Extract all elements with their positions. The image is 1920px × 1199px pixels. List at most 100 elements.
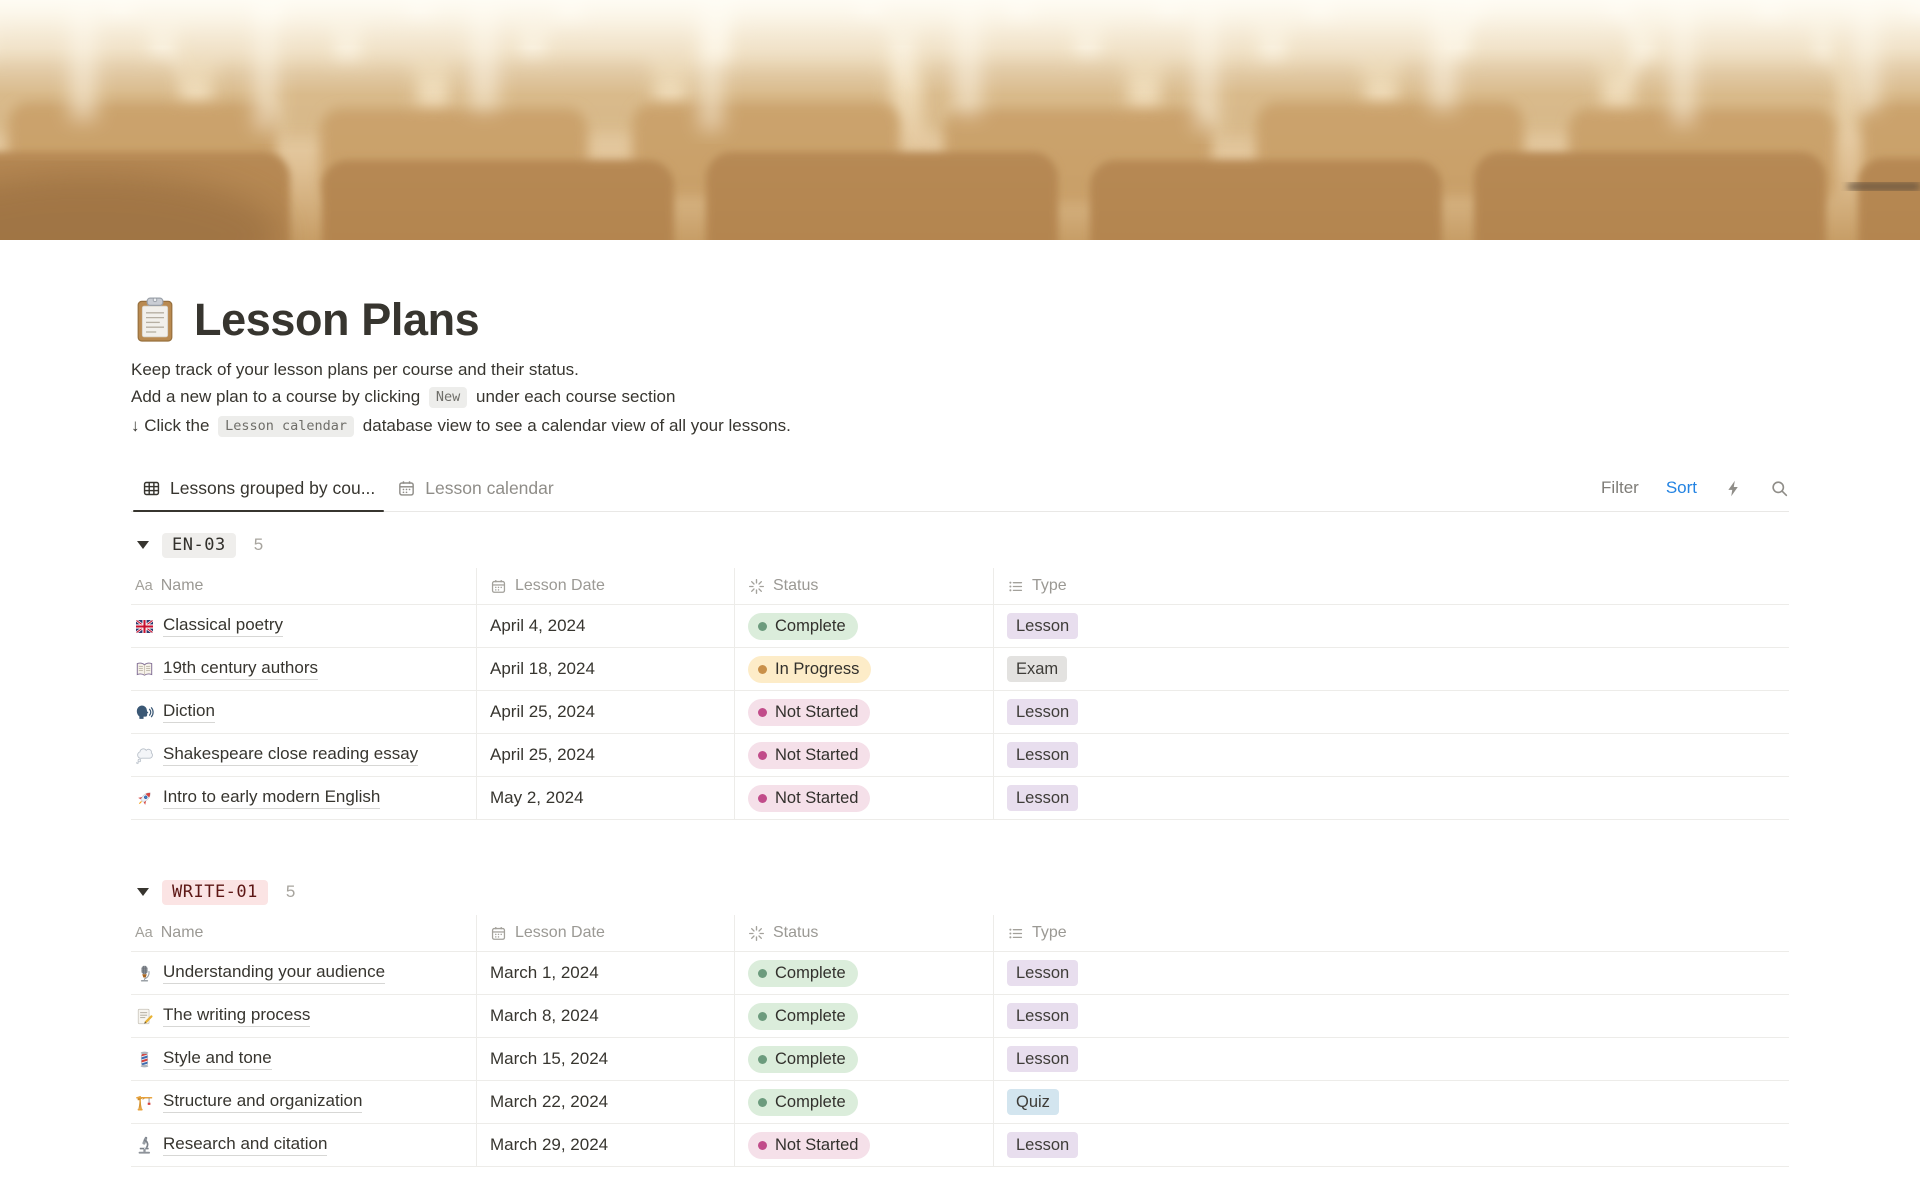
name-cell[interactable]: Understanding your audience	[131, 952, 477, 994]
view-toolbar: Lessons grouped by cou... Lesson calendar…	[131, 465, 1789, 512]
lesson-page-link[interactable]: Diction	[163, 701, 215, 723]
status-dot-icon	[758, 1011, 767, 1021]
lesson-date-cell[interactable]: April 25, 2024	[477, 691, 735, 733]
group-toggle-button[interactable]	[131, 888, 155, 896]
inline-code-chip: New	[428, 387, 468, 408]
table-row[interactable]: 19th century authors April 18, 2024 In Pro…	[131, 648, 1789, 691]
column-header-name[interactable]: Aa Name	[131, 915, 477, 951]
type-badge: Lesson	[1007, 699, 1079, 725]
column-header-status[interactable]: Status	[735, 568, 994, 604]
type-cell[interactable]: Lesson	[994, 1038, 1789, 1080]
lesson-page-link[interactable]: 19th century authors	[163, 658, 318, 680]
name-cell[interactable]: Research and citation	[131, 1124, 477, 1166]
status-cell[interactable]: Complete	[735, 1081, 994, 1123]
filter-button[interactable]: Filter	[1601, 478, 1639, 497]
list-icon	[1007, 578, 1024, 595]
lesson-date-cell[interactable]: March 15, 2024	[477, 1038, 735, 1080]
table-row[interactable]: Diction April 25, 2024 Not Started Lesson	[131, 691, 1789, 734]
type-cell[interactable]: Lesson	[994, 605, 1789, 647]
type-badge: Lesson	[1007, 613, 1079, 639]
status-dot-icon	[758, 793, 767, 803]
view-tab-lessons-grouped-by-cou[interactable]: Lessons grouped by cou...	[131, 465, 386, 512]
column-header-lesson-date[interactable]: Lesson Date	[477, 915, 735, 951]
status-cell[interactable]: Not Started	[735, 777, 994, 819]
status-dot-icon	[758, 1097, 767, 1107]
lesson-page-link[interactable]: Intro to early modern English	[163, 787, 381, 809]
type-cell[interactable]: Lesson	[994, 691, 1789, 733]
lesson-page-link[interactable]: Shakespeare close reading essay	[163, 744, 419, 766]
status-cell[interactable]: Not Started	[735, 734, 994, 776]
lesson-page-link[interactable]: Understanding your audience	[163, 962, 386, 984]
column-header-status[interactable]: Status	[735, 915, 994, 951]
name-cell[interactable]: Intro to early modern English	[131, 777, 477, 819]
list-icon	[1007, 925, 1024, 942]
type-cell[interactable]: Lesson	[994, 734, 1789, 776]
type-cell[interactable]: Lesson	[994, 995, 1789, 1037]
table-row[interactable]: The writing process March 8, 2024 Complete…	[131, 995, 1789, 1038]
status-cell[interactable]: Complete	[735, 952, 994, 994]
group-toggle-button[interactable]	[131, 541, 155, 549]
column-header-type[interactable]: Type	[994, 915, 1789, 951]
column-header-name[interactable]: Aa Name	[131, 568, 477, 604]
status-badge: Complete	[748, 959, 858, 987]
status-cell[interactable]: Complete	[735, 1038, 994, 1080]
lesson-date-value: March 22, 2024	[490, 1092, 609, 1111]
lesson-page-link[interactable]: Research and citation	[163, 1134, 328, 1156]
status-cell[interactable]: Complete	[735, 605, 994, 647]
table-row[interactable]: Intro to early modern English May 2, 2024…	[131, 777, 1789, 820]
type-cell[interactable]: Lesson	[994, 1124, 1789, 1166]
table-row[interactable]: Structure and organization March 22, 2024…	[131, 1081, 1789, 1124]
group-header[interactable]: WRITE-01 5	[131, 877, 1789, 907]
lesson-page-link[interactable]: Classical poetry	[163, 615, 283, 637]
status-cell[interactable]: Not Started	[735, 691, 994, 733]
lesson-date-cell[interactable]: March 8, 2024	[477, 995, 735, 1037]
status-dot-icon	[758, 707, 767, 717]
lesson-page-link[interactable]: Style and tone	[163, 1048, 272, 1070]
view-tab-lesson-calendar[interactable]: Lesson calendar	[386, 465, 564, 511]
status-badge: Not Started	[748, 1131, 871, 1159]
name-cell[interactable]: Diction	[131, 691, 477, 733]
search-icon[interactable]	[1770, 479, 1789, 498]
lesson-page-link[interactable]: The writing process	[163, 1005, 311, 1027]
name-cell[interactable]: 19th century authors	[131, 648, 477, 690]
lesson-date-cell[interactable]: March 29, 2024	[477, 1124, 735, 1166]
table-row[interactable]: Research and citation March 29, 2024 Not S…	[131, 1124, 1789, 1167]
type-cell[interactable]: Lesson	[994, 952, 1789, 994]
table-row[interactable]: Shakespeare close reading essay April 25,…	[131, 734, 1789, 777]
lesson-date-cell[interactable]: April 18, 2024	[477, 648, 735, 690]
lesson-date-cell[interactable]: April 25, 2024	[477, 734, 735, 776]
name-cell[interactable]: Classical poetry	[131, 605, 477, 647]
table-row[interactable]: Understanding your audience March 1, 2024…	[131, 952, 1789, 995]
status-cell[interactable]: In Progress	[735, 648, 994, 690]
cover-image	[0, 0, 1920, 240]
column-header-type[interactable]: Type	[994, 568, 1789, 604]
status-dot-icon	[758, 968, 767, 978]
status-label: Not Started	[775, 702, 859, 721]
lesson-date-cell[interactable]: April 4, 2024	[477, 605, 735, 647]
group-row-count: 5	[285, 882, 296, 901]
sort-button[interactable]: Sort	[1665, 478, 1697, 497]
status-cell[interactable]: Complete	[735, 995, 994, 1037]
group-header[interactable]: EN-03 5	[131, 530, 1789, 560]
lesson-page-link[interactable]: Structure and organization	[163, 1091, 363, 1113]
database-groups: EN-03 5 Aa Name Lesson Date Status Type Classic…	[131, 530, 1789, 1167]
type-cell[interactable]: Quiz	[994, 1081, 1789, 1123]
table-row[interactable]: Classical poetry April 4, 2024 Complete Les…	[131, 605, 1789, 648]
name-cell[interactable]: The writing process	[131, 995, 477, 1037]
name-cell[interactable]: Shakespeare close reading essay	[131, 734, 477, 776]
type-cell[interactable]: Lesson	[994, 777, 1789, 819]
type-cell[interactable]: Exam	[994, 648, 1789, 690]
name-cell[interactable]: Style and tone	[131, 1038, 477, 1080]
column-header-lesson-date[interactable]: Lesson Date	[477, 568, 735, 604]
lightning-icon[interactable]	[1724, 479, 1743, 498]
description-text: under each course section	[471, 387, 676, 406]
lesson-date-cell[interactable]: May 2, 2024	[477, 777, 735, 819]
lesson-date-cell[interactable]: March 22, 2024	[477, 1081, 735, 1123]
status-cell[interactable]: Not Started	[735, 1124, 994, 1166]
column-label: Lesson Date	[515, 924, 605, 941]
text-icon: Aa	[135, 578, 153, 594]
status-dot-icon	[758, 1140, 767, 1150]
lesson-date-cell[interactable]: March 1, 2024	[477, 952, 735, 994]
name-cell[interactable]: Structure and organization	[131, 1081, 477, 1123]
table-row[interactable]: Style and tone March 15, 2024 Complete Less…	[131, 1038, 1789, 1081]
